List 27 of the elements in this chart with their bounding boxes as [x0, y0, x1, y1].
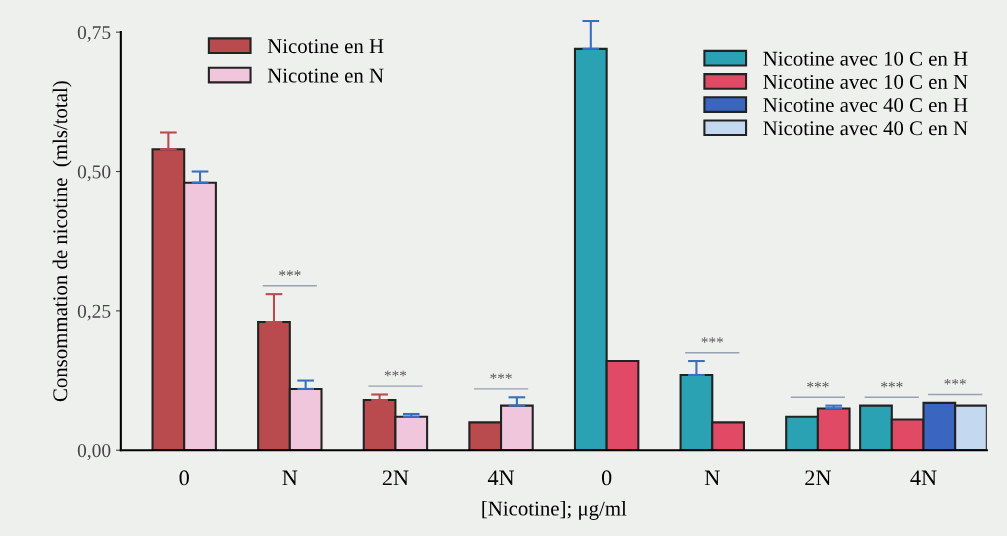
x-tick-label: N	[282, 470, 298, 486]
legend-label: Nicotine avec 10 C en N	[763, 74, 968, 89]
y-tick-label: 0,00	[77, 444, 111, 460]
x-tick-label: 4N	[487, 470, 515, 486]
x-tick-label: 4N	[910, 470, 937, 486]
legend-label: Nicotine en N	[267, 68, 384, 83]
annotation: ***	[944, 379, 966, 385]
annotation: ***	[881, 381, 903, 388]
x-tick-label: 2N	[382, 470, 409, 486]
legend-label: Nicotine avec 40 C en N	[763, 121, 968, 136]
annotation: ***	[807, 381, 829, 388]
annotation: ***	[279, 270, 301, 276]
y-tick-label: 0,25	[77, 304, 111, 321]
annotation: ***	[384, 370, 407, 377]
y-axis-title: Consommation de nicotine (mls/total)	[52, 81, 72, 402]
x-axis-title: [Nicotine]; μg/ml	[482, 500, 627, 520]
legend-label: Nicotine avec 40 C en H	[763, 98, 968, 113]
y-tick-label: 0,50	[77, 165, 111, 182]
annotation: ***	[701, 337, 723, 343]
x-tick-label: N	[704, 470, 720, 486]
legend-label: Nicotine avec 10 C en H	[763, 51, 968, 66]
x-tick-label: 0	[601, 470, 612, 486]
x-tick-label: 2N	[805, 470, 831, 486]
y-tick-label: 0,75	[77, 25, 111, 42]
x-tick-label: 0	[179, 470, 189, 486]
legend-label: Nicotine en H	[267, 39, 384, 54]
annotation: ***	[490, 373, 512, 380]
